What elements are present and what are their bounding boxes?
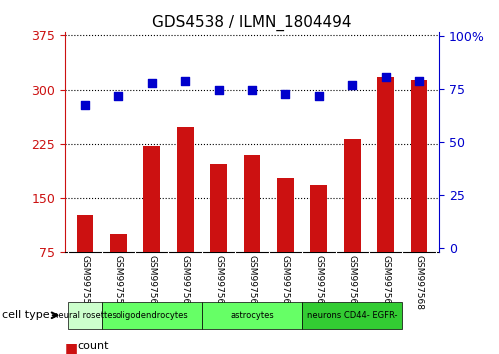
Text: GSM997565: GSM997565 (314, 255, 323, 310)
Title: GDS4538 / ILMN_1804494: GDS4538 / ILMN_1804494 (152, 14, 352, 30)
Point (281, 91, 289, 97)
Text: neurons CD44- EGFR-: neurons CD44- EGFR- (307, 311, 398, 320)
Point (415, 78, 423, 84)
Text: neural rosettes: neural rosettes (53, 311, 117, 320)
Bar (177, 127, 194, 252)
Bar (244, 155, 260, 252)
Point (348, 82, 356, 88)
Text: ■: ■ (65, 341, 78, 354)
Text: GSM997560: GSM997560 (147, 255, 156, 310)
Bar (143, 146, 160, 252)
Text: GSM997567: GSM997567 (381, 255, 390, 310)
Text: GSM997563: GSM997563 (248, 255, 256, 310)
Point (382, 74, 390, 80)
Text: GSM997558: GSM997558 (80, 255, 89, 310)
Bar (210, 164, 227, 252)
Point (248, 87, 256, 92)
Text: GSM997559: GSM997559 (114, 255, 123, 310)
Text: GSM997566: GSM997566 (348, 255, 357, 310)
Point (181, 78, 189, 84)
Point (81, 102, 89, 108)
Text: GSM997562: GSM997562 (214, 255, 223, 309)
Point (315, 93, 323, 99)
Text: cell type: cell type (2, 310, 50, 320)
Text: oligodendrocytes: oligodendrocytes (115, 311, 188, 320)
Bar (344, 139, 361, 252)
Text: astrocytes: astrocytes (230, 311, 274, 320)
FancyBboxPatch shape (302, 302, 402, 329)
Text: GSM997564: GSM997564 (281, 255, 290, 309)
Text: GSM997568: GSM997568 (415, 255, 424, 310)
Bar (377, 77, 394, 252)
Bar (277, 178, 294, 252)
FancyBboxPatch shape (202, 302, 302, 329)
Point (114, 93, 122, 99)
Text: count: count (77, 341, 109, 351)
Bar (411, 80, 428, 252)
FancyBboxPatch shape (68, 302, 102, 329)
FancyBboxPatch shape (102, 302, 202, 329)
Point (148, 80, 156, 86)
Bar (310, 185, 327, 252)
Bar (110, 234, 127, 252)
Point (215, 87, 223, 92)
Text: GSM997561: GSM997561 (181, 255, 190, 310)
Bar (76, 215, 93, 252)
